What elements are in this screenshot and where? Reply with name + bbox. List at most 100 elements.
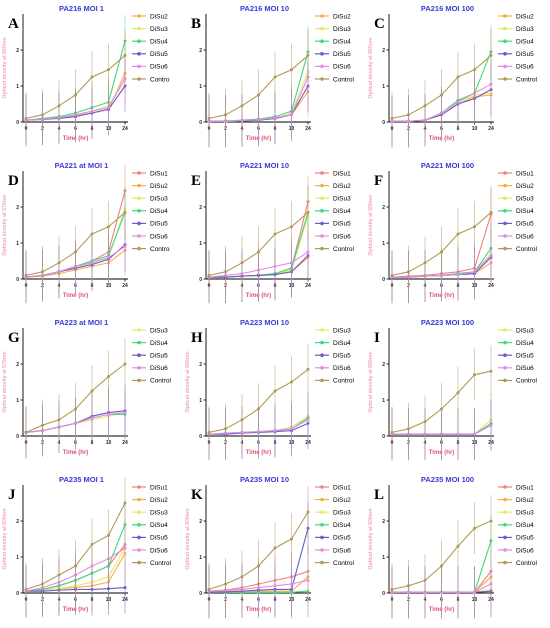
data-point [41,113,44,117]
legend-label: DiSu5 [516,221,534,228]
data-point [306,367,310,371]
legend-swatch-marker [137,510,141,514]
data-point [90,109,94,113]
data-point [407,113,410,117]
legend-swatch-marker [320,52,324,56]
data-point [489,423,493,427]
data-point [90,416,94,420]
y-tick-label: 0 [16,277,19,283]
legend-swatch-marker [320,171,324,175]
legend-swatch-marker [320,523,324,527]
legend-swatch-marker [320,14,324,18]
legend-item: Control [498,378,538,385]
y-tick-label: 0 [16,434,19,440]
legend-label: DiSu1 [333,170,351,177]
data-point [456,544,460,548]
legend-label: DiSu2 [150,13,168,20]
y-tick-label: 0 [382,591,385,597]
series-contro [24,186,127,302]
legend-item: DiSu5 [315,535,351,542]
data-point [207,273,211,277]
panel-label: A [8,16,19,32]
data-point [489,254,493,258]
legend-swatch-marker [503,340,507,345]
legend-item: DiSu2 [315,13,351,20]
legend-item: DiSu1 [498,170,534,177]
y-tick-label: 0 [199,277,202,283]
x-tick-label: 24 [122,126,128,132]
data-point [489,53,493,57]
legend-swatch-marker [137,26,141,31]
legend-item: DiSu5 [132,221,168,228]
data-point [107,225,110,229]
data-point [257,250,260,254]
legend-swatch-marker [503,548,507,552]
legend-label: DiSu3 [333,196,351,203]
data-point [90,261,94,265]
legend-swatch-marker [137,560,141,565]
legend-label: DiSu1 [150,484,168,491]
data-point [57,573,61,577]
y-tick-label: 2 [199,48,202,54]
data-point [273,232,277,236]
panel-label: G [8,330,20,346]
legend-swatch-marker [320,183,324,188]
y-tick-label: 2 [16,519,19,525]
legend-item: Control [132,560,172,567]
legend-item: DiSu1 [132,484,168,491]
legend-swatch-marker [137,497,141,502]
legend-swatch-marker [137,340,141,345]
legend-item: DiSu4 [498,39,534,46]
data-point [456,432,460,436]
data-point [107,533,110,537]
data-point [240,104,244,108]
legend-item: DiSu6 [315,547,351,554]
legend-item: DiSu5 [132,51,168,58]
legend-swatch-marker [137,328,141,332]
data-point [273,584,277,588]
data-point [473,432,476,436]
legend-label: Control [150,560,172,567]
legend-swatch-marker [137,14,141,18]
y-tick-label: 0 [382,434,385,440]
legend-swatch-marker [320,328,324,332]
legend-label: DiSu5 [333,51,351,58]
x-tick-label: 24 [305,283,311,289]
legend-swatch-marker [137,183,141,188]
data-point [107,412,110,416]
panel-label: L [374,487,384,503]
legend-item: Control [315,378,355,385]
legend-label: DiSu5 [333,535,351,542]
data-point [489,210,493,214]
legend-swatch-marker [320,64,324,69]
data-point [57,104,61,108]
data-point [423,261,427,265]
data-point [74,564,77,568]
data-point [90,75,94,79]
legend-item: DiSu3 [315,196,351,203]
data-point [107,375,110,379]
legend-swatch-marker [320,535,324,540]
legend-swatch-marker [137,535,141,540]
data-point [240,261,244,265]
y-tick-label: 1 [199,241,202,247]
legend-swatch-marker [503,52,507,56]
legend-item: DiSu4 [498,522,534,529]
legend-label: DiSu2 [516,497,534,504]
legend-label: DiSu4 [516,208,534,215]
legend-swatch-marker [320,234,324,238]
legend-label: DiSu5 [333,221,351,228]
data-point [456,590,460,594]
legend-item: Control [498,560,538,567]
legend-label: DiSu6 [333,64,351,71]
legend-item: DiSu3 [132,327,168,334]
legend-label: DiSu6 [516,547,534,554]
y-tick-label: 1 [16,398,19,404]
panel-label: E [191,173,201,189]
x-axis-label: Time (hr) [63,293,89,299]
legend-item: DiSu6 [315,233,351,240]
data-point [440,93,443,97]
legend-label: DiSu4 [333,522,351,529]
